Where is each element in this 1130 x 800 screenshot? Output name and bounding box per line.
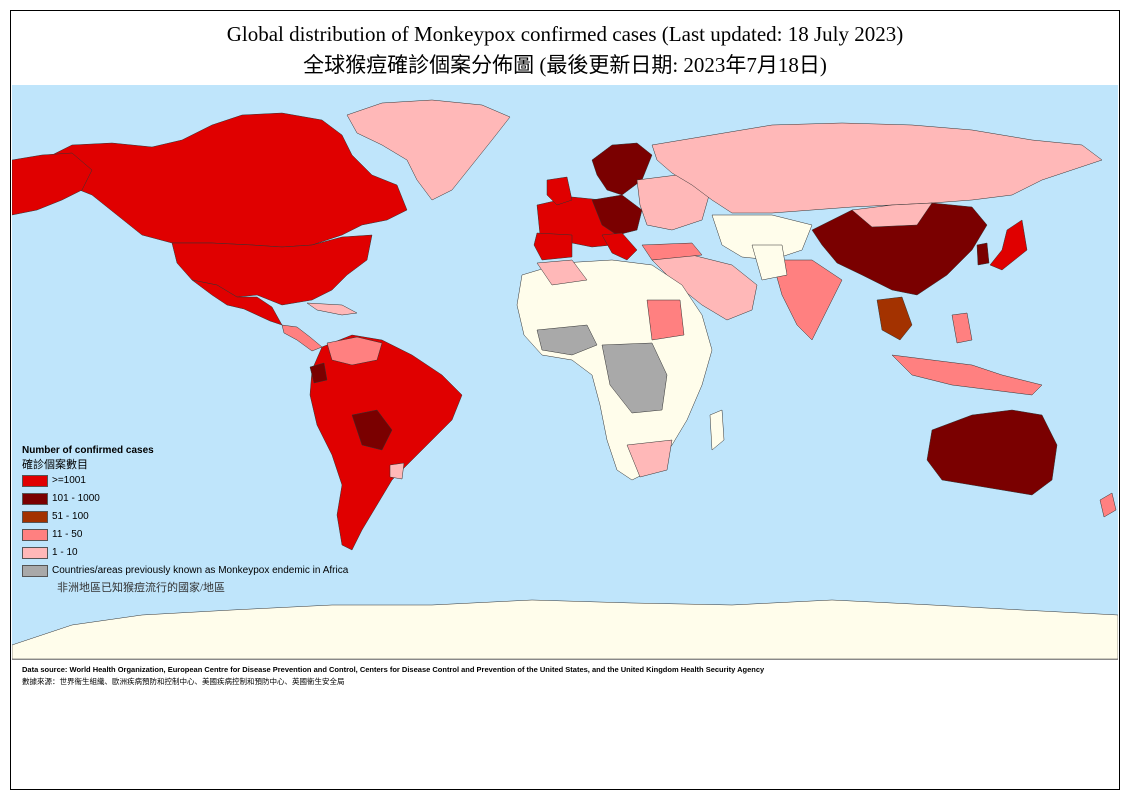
uk-ireland (546, 176, 573, 206)
turkey (641, 242, 703, 261)
japan (989, 219, 1028, 271)
australia (926, 409, 1058, 496)
legend-swatch (22, 529, 48, 541)
sudan (646, 299, 685, 341)
legend-label: >=1001 (52, 475, 86, 486)
venezuela-colombia (326, 336, 383, 366)
data-source-chinese: 數據來源：世界衞生組織、歐洲疾病預防和控制中心、美國疾病控制和預防中心、英國衞生… (22, 677, 345, 686)
world-map (12, 85, 1118, 659)
southeast-asia-islands (891, 354, 1043, 396)
mongolia (851, 202, 933, 228)
map-title-english: Global distribution of Monkeypox confirm… (226, 22, 904, 46)
mexico (191, 279, 283, 326)
south-asia (771, 259, 843, 341)
legend: Number of confirmed cases 確診個案數目 >=1001 … (22, 445, 348, 594)
legend-swatch (22, 511, 48, 523)
antarctica (12, 599, 1118, 659)
canada (41, 112, 408, 248)
legend-label: 1 - 10 (52, 547, 78, 558)
legend-swatch (22, 475, 48, 487)
legend-label: 101 - 1000 (52, 493, 100, 504)
endemic-central-africa (601, 342, 668, 414)
legend-label-chinese: 非洲地區已知猴痘流行的國家/地區 (57, 582, 226, 594)
data-source-english: Data source: World Health Organization, … (22, 665, 765, 674)
philippines (951, 312, 973, 344)
alaska (12, 152, 93, 216)
korea (976, 242, 990, 266)
iberia (533, 232, 573, 261)
russia (651, 122, 1103, 214)
legend-swatch (22, 565, 48, 577)
legend-swatch (22, 493, 48, 505)
ecuador (309, 362, 328, 384)
new-zealand (1099, 492, 1117, 518)
uruguay (389, 462, 405, 480)
central-asia (711, 214, 813, 261)
north-africa (536, 259, 588, 286)
legend-label: 51 - 100 (52, 511, 89, 522)
endemic-west-africa (536, 324, 598, 356)
pakistan-afghanistan (751, 244, 788, 281)
caribbean (306, 302, 358, 316)
greenland (346, 99, 511, 201)
south-africa (626, 439, 673, 478)
italy-balkans (601, 232, 638, 261)
legend-title: Number of confirmed cases (22, 445, 154, 456)
legend-swatch (22, 547, 48, 559)
legend-label: 11 - 50 (52, 529, 83, 540)
map-title-chinese: 全球猴痘確診個案分佈圖 (最後更新日期: 2023年7月18日) (303, 53, 827, 77)
central-america (281, 324, 323, 352)
indochina (876, 296, 913, 341)
map-bottom-border (12, 659, 1118, 660)
madagascar (709, 409, 725, 451)
legend-label: Countries/areas previously known as Monk… (52, 565, 349, 576)
bolivia-paraguay (351, 409, 393, 451)
legend-title-chinese: 確診個案數目 (22, 459, 88, 471)
